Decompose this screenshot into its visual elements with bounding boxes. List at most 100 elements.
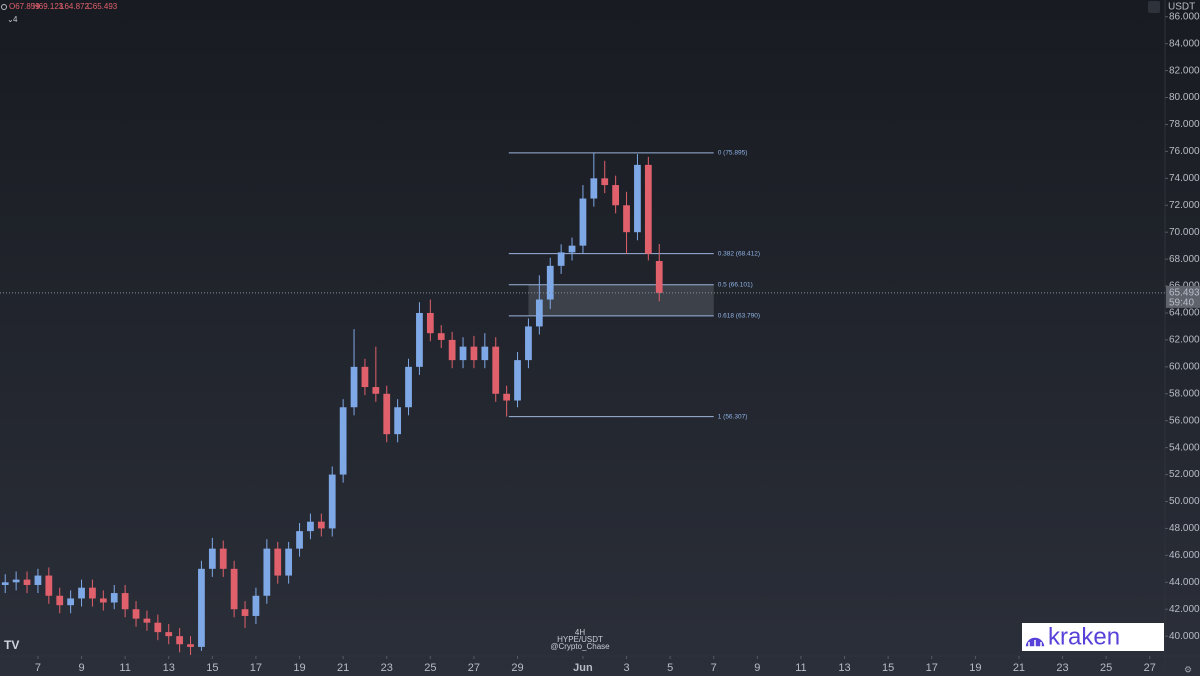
brand-name: kraken — [1048, 623, 1120, 650]
candle-body — [121, 593, 129, 610]
y-tick-label: 48.000 — [1169, 523, 1200, 534]
fib-label: 0.5 (66.101) — [718, 281, 753, 288]
last-price-label: 65.493 — [1169, 288, 1200, 299]
fib-label: 1 (56.307) — [718, 413, 748, 420]
candle-body — [492, 346, 500, 394]
y-tick-label: 68.000 — [1169, 254, 1200, 265]
y-tick-label: 60.000 — [1169, 361, 1200, 372]
last-price-box — [1166, 285, 1200, 308]
candle-body — [165, 632, 173, 637]
candle-body — [154, 622, 162, 633]
settings-button[interactable] — [1148, 1, 1160, 13]
candle-body — [56, 595, 64, 606]
collapse-toggle[interactable]: ⌄ — [7, 15, 14, 24]
x-tick-label: 17 — [250, 662, 262, 674]
y-tick-label: 58.000 — [1169, 388, 1200, 399]
x-tick-label: 27 — [1144, 662, 1156, 674]
candle-body — [568, 245, 576, 253]
candle-body — [12, 579, 20, 583]
candle-body — [350, 366, 358, 408]
candle-body — [394, 407, 402, 435]
candle-body — [535, 299, 543, 327]
candle-body — [328, 474, 336, 529]
x-tick-label: 29 — [511, 662, 523, 674]
candle-body — [459, 346, 467, 361]
x-tick-label: 21 — [1013, 662, 1025, 674]
y-tick-label: 70.000 — [1169, 227, 1200, 238]
candle-body — [132, 609, 140, 619]
candle-body — [198, 568, 205, 647]
x-tick-label: 17 — [926, 662, 938, 674]
candle-body — [644, 164, 652, 254]
x-tick-label: 3 — [623, 662, 629, 674]
time-axis-settings[interactable]: ⚙ — [1184, 664, 1192, 674]
y-tick-label: 78.000 — [1169, 119, 1200, 130]
x-tick-label: 13 — [163, 662, 175, 674]
x-tick-label: 9 — [78, 662, 84, 674]
candle-body — [252, 595, 260, 616]
y-tick-label: 72.000 — [1169, 200, 1200, 211]
candle-body — [634, 164, 641, 233]
currency: USDT — [1168, 2, 1195, 13]
x-tick-label: 23 — [381, 662, 393, 674]
candle-body — [372, 387, 380, 394]
status-icon — [1, 4, 7, 10]
candle-body — [317, 521, 325, 529]
candle-body — [655, 261, 663, 293]
x-tick-label: 25 — [424, 662, 436, 674]
y-tick-label: 42.000 — [1169, 604, 1200, 615]
low-label: L64.872 — [60, 2, 89, 11]
x-tick-label: 21 — [337, 662, 349, 674]
watermark-symbol: HYPE/USDT — [557, 635, 603, 644]
candle-body — [590, 178, 598, 199]
candle-body — [307, 521, 314, 532]
candle-body — [78, 587, 85, 599]
candle-body — [1, 582, 9, 585]
y-tick-label: 80.000 — [1169, 92, 1200, 103]
y-tick-label: 44.000 — [1169, 577, 1200, 588]
candle-body — [416, 312, 423, 367]
candle-body — [241, 609, 249, 616]
candle-body — [143, 618, 151, 623]
candle-body — [383, 393, 391, 435]
x-tick-label: 7 — [35, 662, 41, 674]
y-tick-label: 82.000 — [1169, 65, 1200, 76]
tradingview-logo: TV — [4, 638, 19, 652]
ohlc-header: O67.859 H69.123 L64.872 C65.493 ⌄ 4 — [1, 2, 118, 24]
fib-label: 0.382 (68.412) — [718, 250, 760, 257]
y-tick-label: 50.000 — [1169, 496, 1200, 507]
candle-body — [89, 587, 96, 599]
y-tick-label: 84.000 — [1169, 38, 1200, 49]
candle-body — [296, 531, 303, 549]
candle-body — [546, 265, 554, 300]
y-tick-label: 64.000 — [1169, 308, 1200, 319]
x-tick-label: 23 — [1056, 662, 1068, 674]
candle-body — [219, 548, 227, 569]
y-tick-label: 74.000 — [1169, 173, 1200, 184]
candle-body — [503, 393, 511, 401]
x-tick-label: 15 — [206, 662, 218, 674]
candle-body — [67, 598, 75, 606]
candle-body — [470, 346, 478, 361]
x-tick-label: 13 — [838, 662, 850, 674]
y-tick-label: 52.000 — [1169, 469, 1200, 480]
candle-body — [99, 598, 107, 603]
x-tick-label: 5 — [667, 662, 673, 674]
candle-body — [612, 185, 620, 206]
watermark-interval: 4H — [575, 628, 585, 637]
indicator-count: 4 — [13, 15, 18, 24]
candles — [1, 152, 663, 656]
candle-body — [361, 366, 369, 388]
candle-body — [23, 579, 31, 585]
candle-body — [448, 339, 456, 361]
countdown-label: 59:40 — [1169, 298, 1194, 309]
candle-body — [339, 407, 347, 475]
x-tick-label: 19 — [969, 662, 981, 674]
watermark-author: @Crypto_Chase — [550, 642, 610, 651]
brand-icon — [1024, 636, 1046, 648]
candle-body — [45, 575, 53, 596]
x-tick-label: Jun — [573, 662, 593, 674]
close-label: C65.493 — [87, 2, 118, 11]
candle-body — [34, 575, 42, 585]
candle-body — [601, 178, 609, 186]
